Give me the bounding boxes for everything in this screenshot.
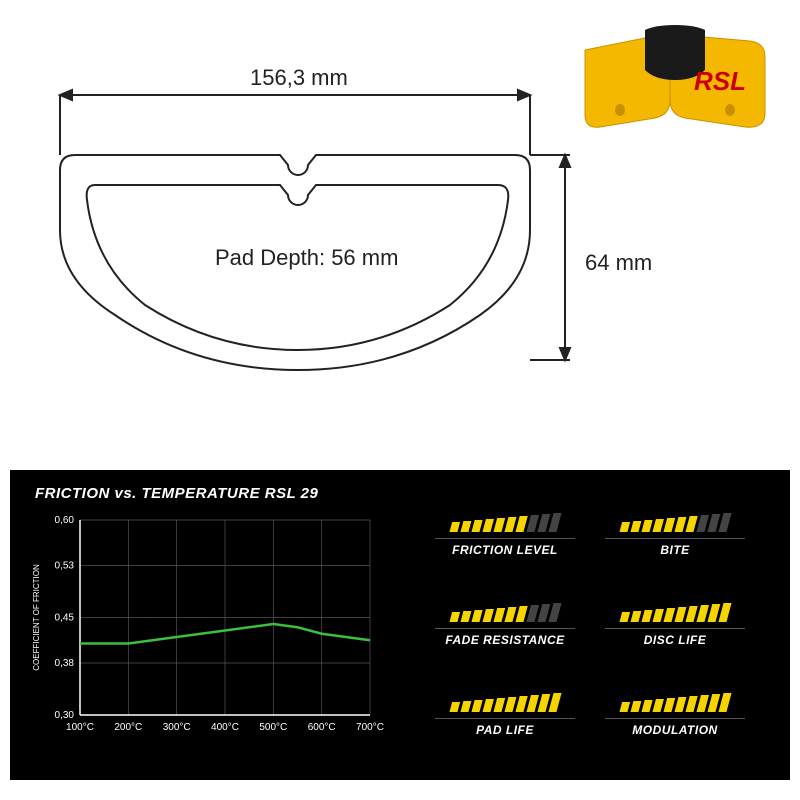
- brand-logo-text: RSL: [694, 66, 746, 96]
- rating-bars: [449, 603, 561, 622]
- dimension-depth-label: Pad Depth: 56 mm: [215, 245, 398, 271]
- rating-modulation: MODULATION: [590, 670, 760, 760]
- rating-label: PAD LIFE: [435, 718, 575, 737]
- performance-panel: FRICTION vs. TEMPERATURE RSL 29 0,30 0,38…: [10, 470, 790, 780]
- rating-friction-level: FRICTION LEVEL: [420, 490, 590, 580]
- rating-bite: BITE: [590, 490, 760, 580]
- svg-text:0,53: 0,53: [55, 561, 75, 572]
- rating-bars: [619, 693, 731, 712]
- rating-bars: [449, 693, 561, 712]
- rating-fade-resistance: FADE RESISTANCE: [420, 580, 590, 670]
- svg-text:0,30: 0,30: [55, 710, 75, 721]
- svg-text:100°C: 100°C: [66, 722, 94, 733]
- svg-text:700°C: 700°C: [356, 722, 384, 733]
- svg-text:400°C: 400°C: [211, 722, 239, 733]
- dimension-height-label: 64 mm: [585, 250, 652, 276]
- rating-pad-life: PAD LIFE: [420, 670, 590, 760]
- rating-bars: [619, 513, 731, 532]
- rating-label: MODULATION: [605, 718, 745, 737]
- dimension-width-label: 156,3 mm: [250, 65, 348, 91]
- rating-label: DISC LIFE: [605, 628, 745, 647]
- technical-drawing: 156,3 mm Pad Depth: 56 mm 64 mm RSL: [0, 0, 800, 455]
- rating-label: FADE RESISTANCE: [435, 628, 575, 647]
- svg-text:200°C: 200°C: [114, 722, 142, 733]
- friction-chart: 0,30 0,38 0,45 0,53 0,60 100°C 200°C 300°C 400°C…: [25, 510, 405, 770]
- svg-text:COEFFICIENT OF FRICTION: COEFFICIENT OF FRICTION: [32, 564, 41, 671]
- rating-label: FRICTION LEVEL: [435, 538, 575, 557]
- svg-text:600°C: 600°C: [308, 722, 336, 733]
- svg-text:0,45: 0,45: [55, 613, 75, 624]
- rating-disc-life: DISC LIFE: [590, 580, 760, 670]
- rating-bars: [449, 513, 561, 532]
- svg-text:300°C: 300°C: [163, 722, 191, 733]
- product-image: RSL: [575, 15, 775, 135]
- rating-bars: [619, 603, 731, 622]
- svg-text:0,60: 0,60: [55, 515, 75, 526]
- svg-text:0,38: 0,38: [55, 658, 75, 669]
- svg-text:500°C: 500°C: [259, 722, 287, 733]
- ratings-grid: FRICTION LEVEL BITE FADE RESISTANCE DISC LI…: [420, 490, 780, 760]
- chart-title: FRICTION vs. TEMPERATURE RSL 29: [35, 485, 318, 502]
- rating-label: BITE: [605, 538, 745, 557]
